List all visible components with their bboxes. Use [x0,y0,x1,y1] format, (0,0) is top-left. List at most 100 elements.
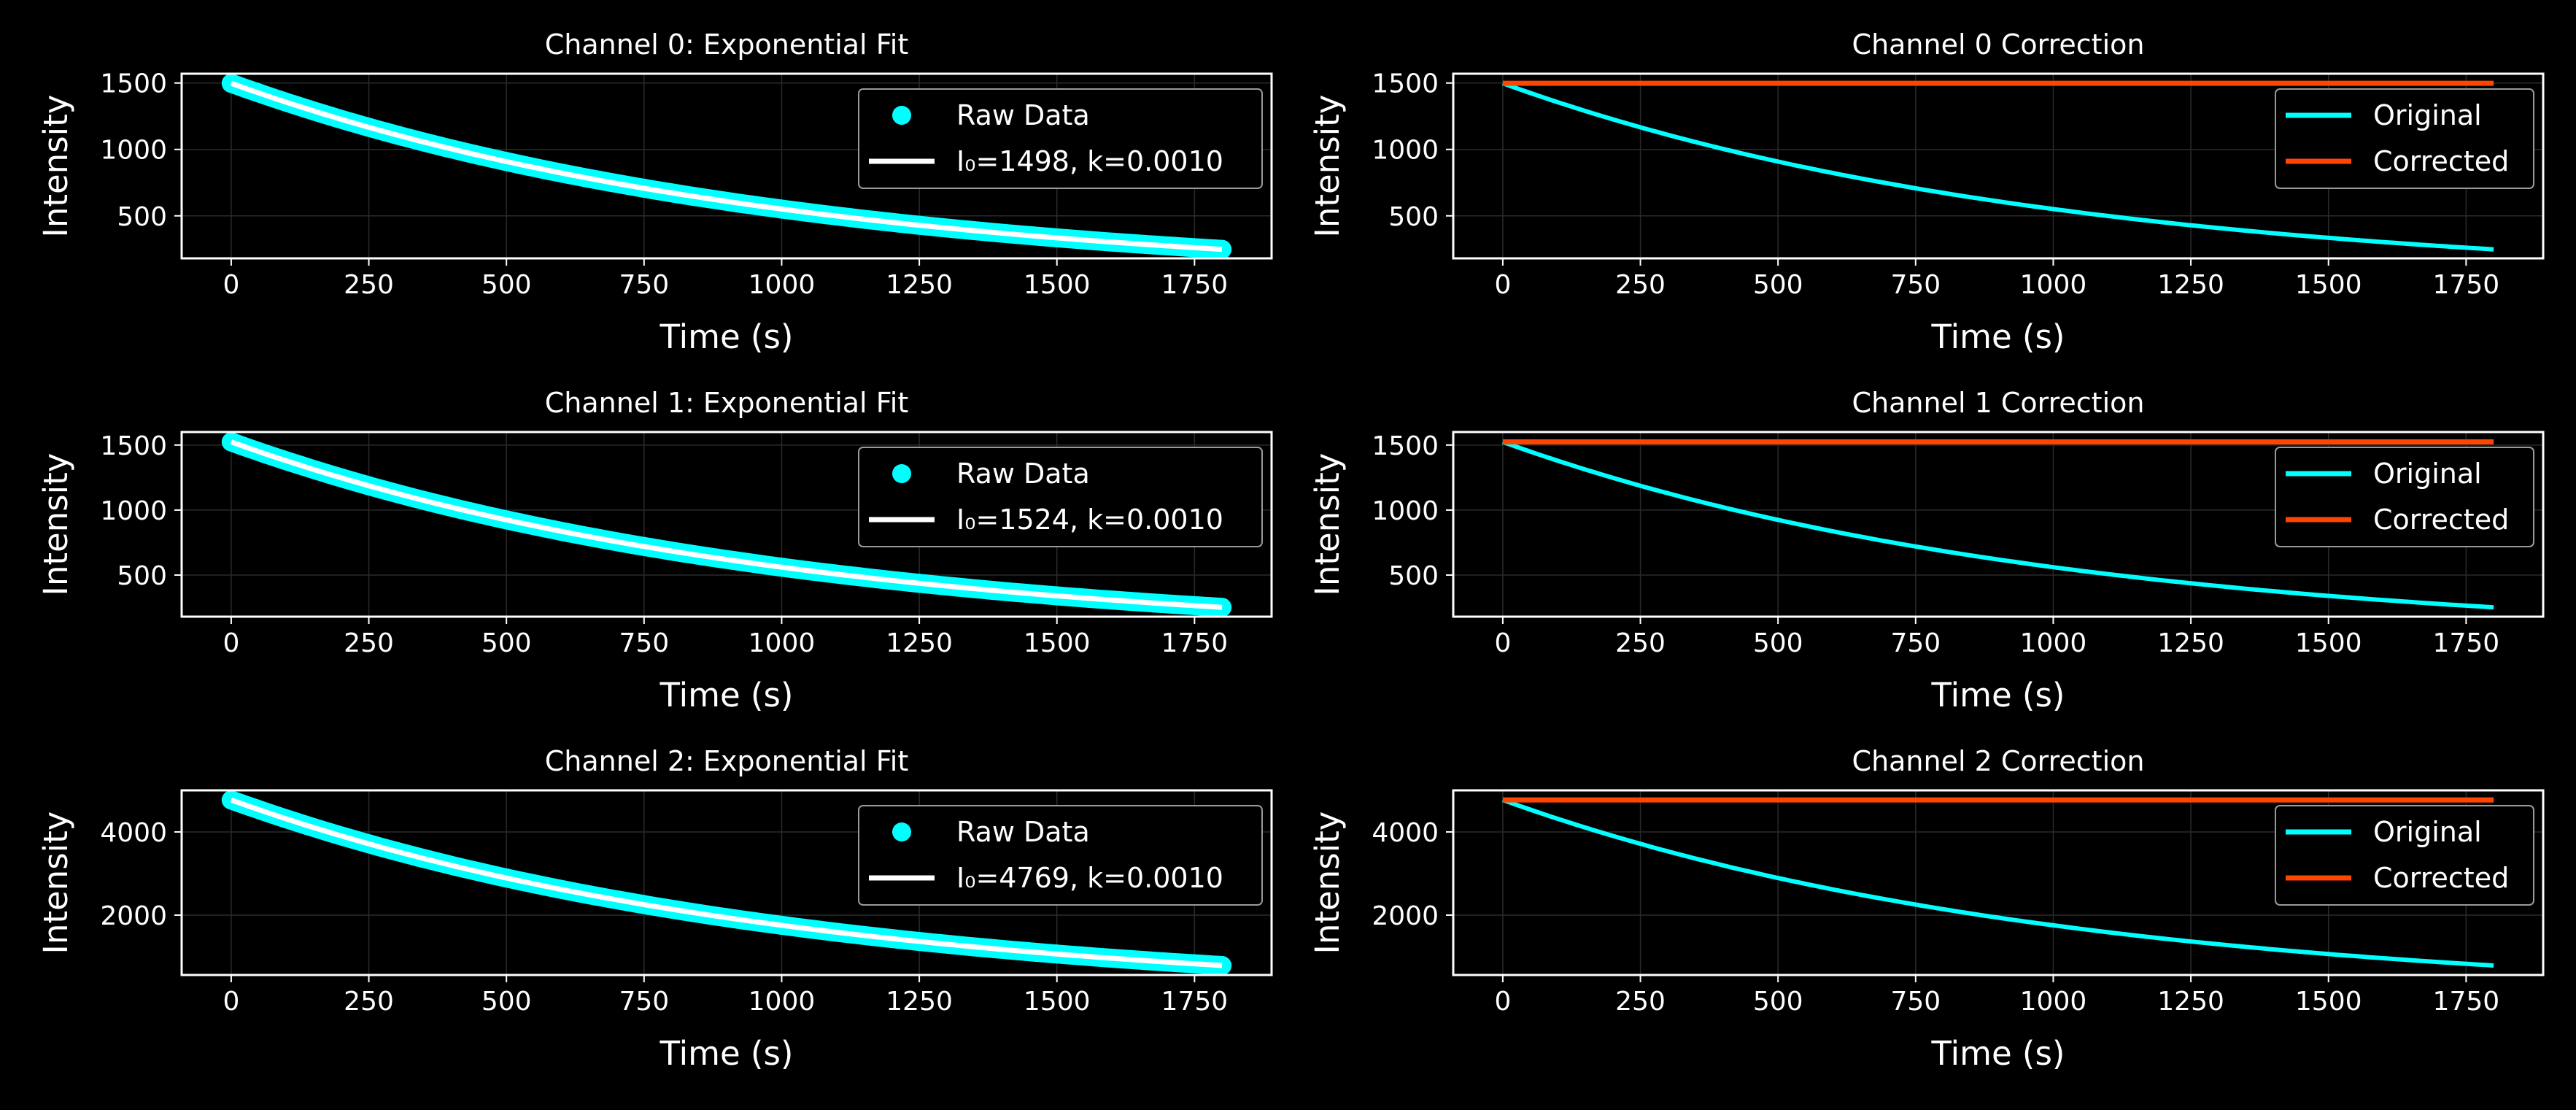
x-axis-label: Time (s) [660,676,794,714]
legend-box [858,805,1263,906]
x-tick-label: 250 [344,270,394,300]
chart-title: Channel 0: Exponential Fit [545,28,909,61]
y-tick-label: 1000 [1372,496,1439,526]
legend: Raw Data I₀=1524, k=0.0010 [858,447,1263,547]
y-tick-label: 4000 [100,818,167,848]
subplot-2: 0 250 500 750 1000 1250 1500 1750 500 1000 1500 Tim… [36,387,1273,714]
x-tick-label: 1750 [1161,987,1229,1017]
x-tick-label: 0 [1494,628,1511,658]
y-tick-label: 1500 [1372,69,1439,99]
x-tick-label: 250 [344,987,394,1017]
subplot-1: 0 250 500 750 1000 1250 1500 1750 500 1000 1500 Tim… [1308,28,2545,356]
x-tick-label: 500 [481,270,532,300]
plot-frame [1452,431,2545,618]
x-tick-label: 1250 [2157,270,2224,300]
series-layer [1501,797,2494,968]
x-tick-label: 0 [1494,987,1511,1017]
y-tick-label: 1500 [1372,431,1439,461]
chart-title: Channel 1 Correction [1852,387,2145,419]
plot-frame [180,431,1273,618]
legend: Raw Data I₀=4769, k=0.0010 [858,805,1263,906]
x-tick-label: 1500 [1024,987,1091,1017]
x-tick-label: 0 [223,987,239,1017]
x-tick-label: 250 [344,628,394,658]
y-axis-label: Intensity [1308,812,1347,955]
legend-marker [892,822,911,841]
chart-title: Channel 1: Exponential Fit [545,387,909,419]
x-tick-label: 500 [1753,628,1803,658]
y-tick-label: 1000 [1372,136,1439,166]
y-tick-label: 1000 [100,136,167,166]
x-tick-label: 1000 [2020,987,2087,1017]
legend-label: Raw Data [956,458,1090,490]
legend: Original Corrected [2275,447,2534,547]
subplot-3: 0 250 500 750 1000 1250 1500 1750 500 1000 1500 Tim… [1308,387,2545,714]
series-layer [221,432,1232,617]
x-tick-label: 0 [223,270,239,300]
y-tick-label: 1500 [100,431,167,461]
legend-label: Corrected [2373,504,2509,536]
legend: Original Corrected [2275,88,2534,189]
y-tick-label: 2000 [100,901,167,931]
legend-label: Raw Data [956,99,1090,131]
x-tick-label: 1750 [2433,987,2500,1017]
x-tick-label: 1250 [2157,987,2224,1017]
y-tick-label: 500 [117,561,167,591]
x-tick-label: 250 [1615,987,1666,1017]
y-tick-label: 500 [117,202,167,232]
legend-marker [892,106,911,125]
x-tick-label: 750 [1890,270,1941,300]
x-tick-label: 750 [619,270,669,300]
x-tick-label: 1750 [2433,270,2500,300]
x-tick-label: 250 [1615,628,1666,658]
y-axis-label: Intensity [36,453,75,596]
legend-label: Original [2373,458,2482,490]
legend-label: Original [2373,99,2482,131]
legend-box [858,88,1263,189]
plot-frame [1452,789,2545,976]
legend-label: Raw Data [956,816,1090,848]
x-tick-label: 500 [1753,987,1803,1017]
x-tick-label: 1000 [2020,628,2087,658]
series-layer [1501,439,2494,610]
legend-marker [892,464,911,483]
fit-line [230,439,1223,610]
x-axis-label: Time (s) [1931,1034,2065,1073]
x-tick-label: 1500 [2295,987,2362,1017]
y-tick-label: 500 [1388,561,1439,591]
x-axis-label: Time (s) [660,1034,794,1073]
y-tick-label: 2000 [1372,901,1439,931]
y-tick-label: 500 [1388,202,1439,232]
legend-box [858,447,1263,547]
original-line [1501,798,2494,968]
x-tick-label: 1500 [1024,628,1091,658]
x-tick-label: 1000 [2020,270,2087,300]
y-axis-label: Intensity [1308,95,1347,238]
x-tick-label: 750 [1890,987,1941,1017]
fit-line [230,797,1223,968]
x-tick-label: 1500 [1024,270,1091,300]
x-tick-label: 500 [481,628,532,658]
legend-label: I₀=4769, k=0.0010 [956,862,1223,894]
chart-title: Channel 0 Correction [1852,28,2145,61]
raw-data-point [221,790,241,810]
legend-label: Original [2373,816,2482,848]
x-tick-label: 500 [1753,270,1803,300]
subplot-0: 0 250 500 750 1000 1250 1500 1750 500 1000 1500 Tim… [36,28,1273,356]
x-tick-label: 1750 [2433,628,2500,658]
x-tick-label: 750 [1890,628,1941,658]
x-tick-label: 750 [619,628,669,658]
legend-label: Corrected [2373,145,2509,177]
original-line [1501,81,2494,252]
y-axis-label: Intensity [1308,453,1347,596]
plot-frame [1452,72,2545,260]
series-layer [1501,80,2494,252]
x-tick-label: 0 [223,628,239,658]
chart-title: Channel 2 Correction [1852,745,2145,777]
y-tick-label: 1500 [100,69,167,99]
subplot-4: 0 250 500 750 1000 1250 1500 1750 2000 4000 Time (… [36,745,1273,1073]
series-layer [221,74,1232,258]
legend-label: I₀=1498, k=0.0010 [956,145,1223,177]
y-axis-label: Intensity [36,812,75,955]
plot-frame [180,789,1273,976]
